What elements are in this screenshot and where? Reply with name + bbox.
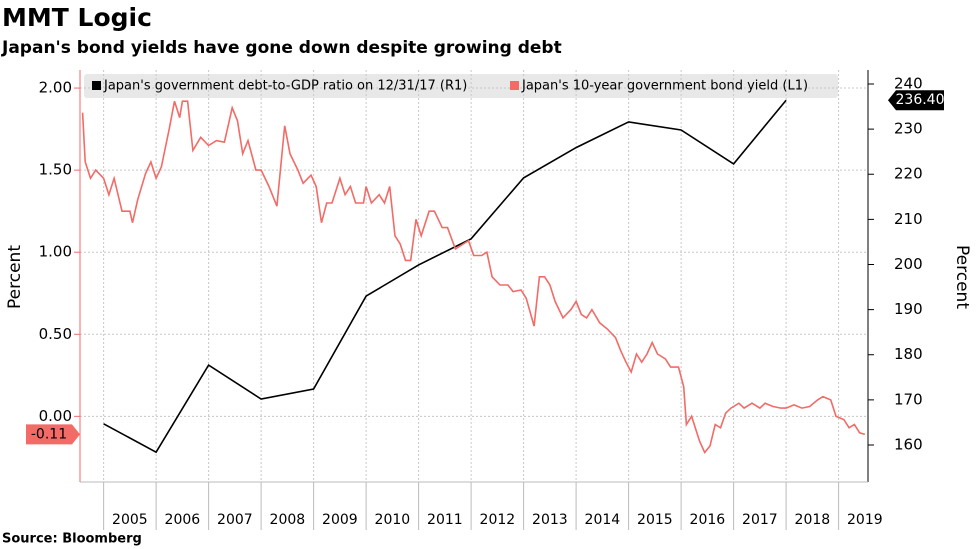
legend-swatch [510,81,519,90]
x-tick-label: 2013 [532,512,568,528]
legend-label: Japan's 10-year government bond yield (L… [521,79,808,94]
y2-tick-label: 230 [894,120,923,138]
x-tick-label: 2007 [217,512,253,528]
y2-tick-label: 240 [894,74,923,92]
x-tick-label: 2006 [165,512,201,528]
y2-tick-label: 210 [894,210,923,228]
x-tick-label: 2019 [847,512,883,528]
y2-tick-label: 220 [894,165,923,183]
end-label: -0.11 [31,426,67,442]
x-tick-label: 2011 [427,512,463,528]
y2-tick-label: 200 [894,255,923,273]
y-tick-label: 1.00 [39,243,72,261]
y-tick-label: 0.00 [39,407,72,425]
y2-tick-label: 190 [894,300,923,318]
y2-tick-label: 180 [894,345,923,363]
x-tick-label: 2016 [690,512,726,528]
legend-swatch [92,81,101,90]
x-tick-label: 2017 [742,512,778,528]
y2-axis-label: Percent [952,245,972,309]
y-tick-label: 1.50 [39,161,72,179]
x-tick-label: 2012 [480,512,516,528]
end-label-box [26,424,80,445]
x-tick-label: 2008 [270,512,306,528]
x-tick-label: 2014 [585,512,621,528]
series-line [81,100,866,455]
source: Source: Bloomberg [2,532,142,547]
end-label-box [888,90,944,111]
y-tick-label: 2.00 [39,79,72,97]
series-line [103,99,787,454]
chart-title: MMT Logic [2,3,152,32]
end-label: 236.40 [896,92,945,108]
x-tick-label: 2009 [322,512,358,528]
y-axis-label: Percent [5,245,25,309]
legend-label: Japan's government debt-to-GDP ratio on … [103,79,467,94]
x-tick-label: 2010 [375,512,411,528]
y-tick-label: 0.50 [39,325,72,343]
legend-background [84,74,838,98]
y2-tick-label: 160 [894,435,923,453]
x-tick-label: 2018 [795,512,831,528]
x-tick-label: 2005 [112,512,148,528]
y2-tick-label: 170 [894,390,923,408]
x-tick-label: 2015 [637,512,673,528]
chart-subtitle: Japan's bond yields have gone down despi… [1,38,562,58]
